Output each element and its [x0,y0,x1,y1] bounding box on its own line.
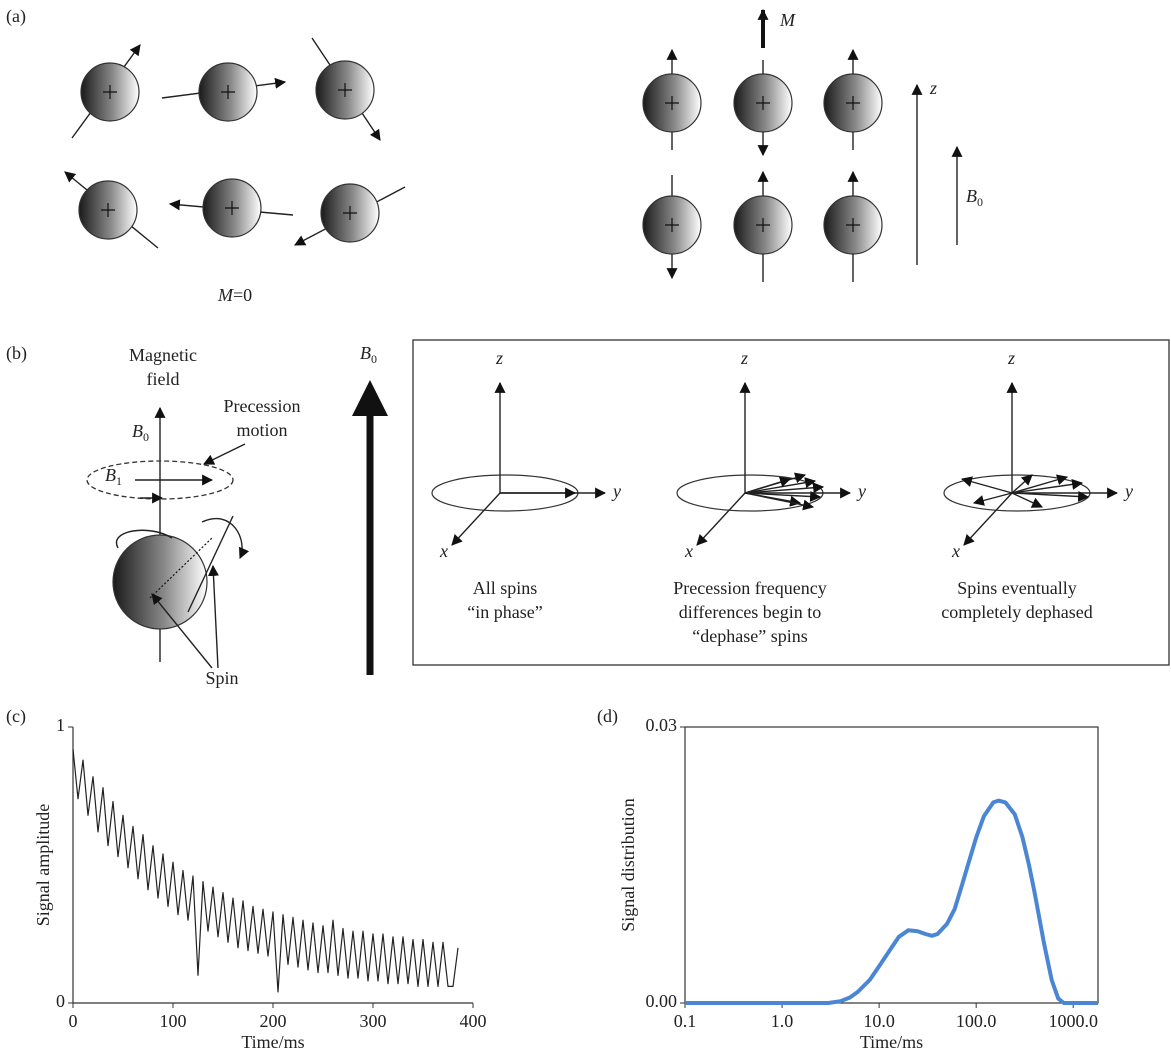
y-tick-label: 1 [56,715,65,735]
x-tick-label: 400 [460,1011,487,1031]
x-tick-label: 1.0 [771,1011,794,1031]
y-axis-label: Signal amplitude [33,804,53,926]
field-caption: field [147,369,180,389]
random-spins [64,37,406,249]
panel-label: (b) [6,343,27,364]
x-tick-label: 100 [160,1011,187,1031]
x-tick-label: 10.0 [863,1011,895,1031]
stage-caption: “in phase” [467,602,542,622]
y-tick-label: 0 [56,991,65,1011]
data-line [72,749,459,993]
stage-caption: “dephase” spins [692,626,807,646]
subscript: 1 [116,474,122,488]
stage-caption: All spins [473,578,538,598]
spin-vector [960,476,1013,494]
symbol: B [966,186,977,206]
charts: 0 100 200 300 400 0 1 Time/ms Signal amplitude 0.… [33,715,1099,1052]
axis-label: z [740,348,748,368]
axis-label: x [684,541,693,561]
symbol: B [132,421,143,441]
axis [451,492,501,546]
axis-label: x [951,541,960,561]
field-label: B1 [105,465,122,488]
spin-vector [972,492,1013,506]
magnetization-label: M [779,10,796,30]
subscript: 0 [143,430,149,444]
spin-vector [744,482,825,494]
spin-vector [1011,492,1043,508]
symbol: B [105,465,116,485]
precession-diagram [86,380,388,675]
panel-label: (c) [6,706,26,727]
axis-label: y [856,481,866,501]
axis-label: z [495,348,503,368]
plot-frame [684,726,1099,1004]
field-caption: Magnetic [129,345,197,365]
field-label: B0 [966,186,983,209]
x-tick-label: 1000.0 [1048,1011,1098,1031]
spin-vector [1011,474,1069,494]
x-axis-label: Time/ms [241,1032,304,1052]
dephasing-box [412,339,1170,666]
x-axis-label: Time/ms [860,1032,923,1052]
axis-label: z [929,78,937,98]
spin-vector [744,476,792,494]
y-axis-label: Signal distribution [618,798,638,932]
x-tick-label: 0 [69,1011,78,1031]
subscript: 0 [977,195,983,209]
spin-vector [1011,478,1084,494]
spin-vector [744,490,822,502]
precession-caption: motion [236,420,287,440]
symbol: B [360,343,371,363]
spin-vector [1011,490,1090,502]
stage-caption: differences begin to [679,602,822,622]
panel-label: (d) [597,706,618,727]
x-tick-label: 200 [260,1011,287,1031]
zero-magnetization-label: M=0 [217,285,252,305]
stage-caption: completely dephased [941,602,1092,622]
axis [963,492,1013,546]
subscript: 0 [371,352,377,366]
label-rest: =0 [233,285,252,305]
x-tick-label: 0.1 [674,1011,697,1031]
axis-label: x [439,541,448,561]
stage-caption: Precession frequency [673,578,826,598]
y-tick-label: 0.00 [646,991,678,1011]
spin-vector [1011,474,1033,494]
axis-label: y [611,481,621,501]
axis-label: z [1007,348,1015,368]
aligned-spins [642,8,963,282]
symbol: M [217,285,234,305]
axis-label: y [1123,481,1133,501]
panel-label: (a) [6,6,26,27]
spin-vector [744,492,815,511]
stage-caption: Spins eventually [957,578,1077,598]
x-tick-label: 300 [360,1011,387,1031]
precession-caption: Precession [224,396,301,416]
axis [696,492,746,546]
field-label: B0 [132,421,149,444]
y-tick-label: 0.03 [646,715,678,735]
data-line [685,798,1098,1005]
field-label: B0 [360,343,377,366]
dephasing-stages: z y x All spins “in phase” z y x Precession freq… [431,348,1133,646]
x-tick-label: 100.0 [956,1011,997,1031]
spin-label: Spin [205,668,238,688]
